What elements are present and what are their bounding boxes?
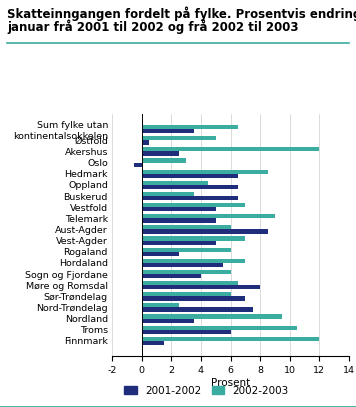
Bar — [142, 147, 319, 151]
Bar — [142, 218, 216, 223]
Bar — [142, 270, 231, 274]
Bar — [142, 230, 267, 234]
Bar — [142, 236, 245, 241]
Bar — [142, 170, 267, 174]
Bar — [142, 285, 260, 289]
Bar — [142, 207, 216, 211]
Bar — [142, 252, 179, 256]
Bar — [142, 337, 319, 341]
Bar — [142, 129, 194, 133]
Bar — [142, 225, 231, 230]
Bar — [142, 263, 223, 267]
Bar — [142, 307, 253, 312]
Bar — [142, 314, 282, 319]
Bar — [142, 203, 245, 207]
Bar — [142, 151, 179, 156]
X-axis label: Prosent: Prosent — [211, 378, 250, 387]
Bar — [142, 281, 238, 285]
Bar — [142, 174, 238, 178]
Bar — [142, 136, 216, 140]
Bar — [142, 303, 179, 307]
Bar — [142, 341, 164, 345]
Legend: 2001-2002, 2002-2003: 2001-2002, 2002-2003 — [120, 381, 293, 400]
Bar — [142, 185, 238, 189]
Bar — [142, 140, 149, 144]
Bar — [142, 247, 231, 252]
Bar — [142, 274, 201, 278]
Bar — [142, 319, 194, 323]
Text: januar frå 2001 til 2002 og frå 2002 til 2003: januar frå 2001 til 2002 og frå 2002 til… — [7, 19, 299, 34]
Text: Skatteinngangen fordelt på fylke. Prosentvis endring: Skatteinngangen fordelt på fylke. Prosen… — [7, 6, 356, 21]
Bar — [142, 259, 245, 263]
Bar — [142, 196, 238, 200]
Bar — [134, 163, 142, 167]
Bar — [142, 192, 194, 196]
Bar — [142, 181, 208, 185]
Bar — [142, 125, 238, 129]
Bar — [142, 158, 186, 163]
Bar — [142, 241, 216, 245]
Bar — [142, 326, 297, 330]
Bar — [142, 292, 231, 296]
Bar — [142, 330, 231, 334]
Bar — [142, 214, 275, 218]
Bar — [142, 296, 245, 300]
